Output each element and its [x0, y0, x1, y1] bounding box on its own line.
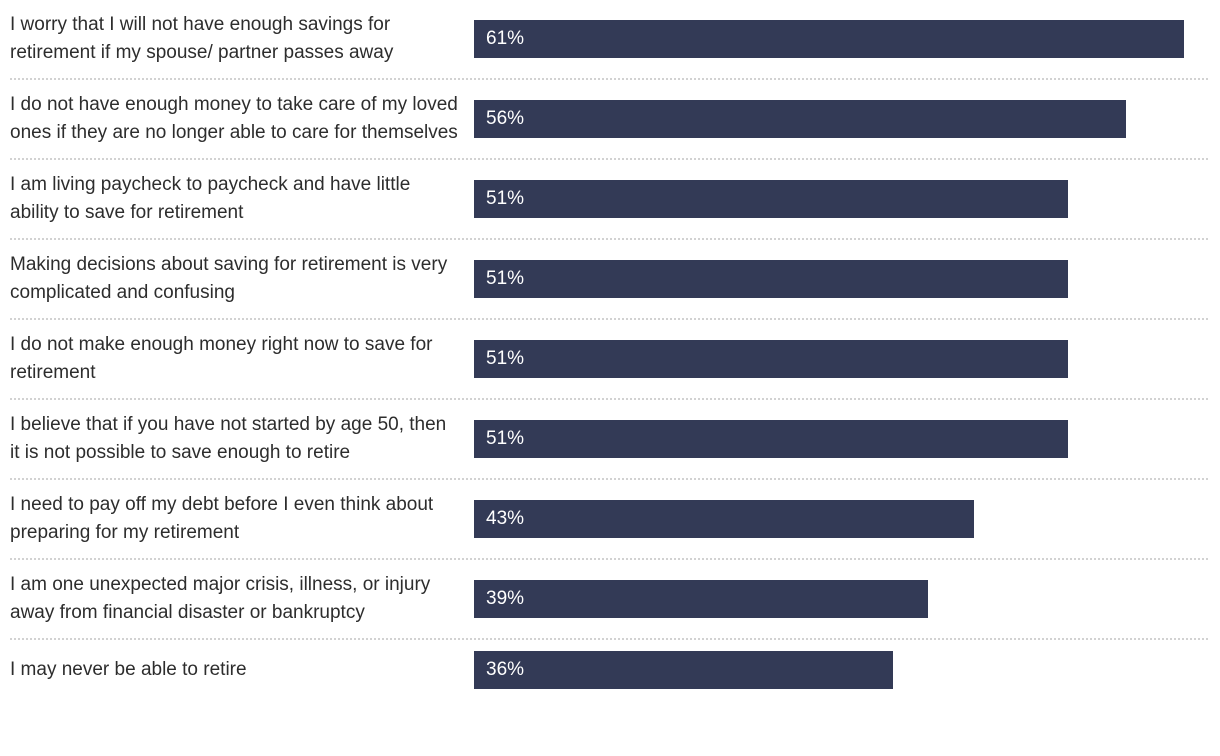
bar: 56% [474, 100, 1126, 138]
category-label: I am living paycheck to paycheck and hav… [10, 174, 411, 223]
bar: 36% [474, 651, 894, 689]
bar: 51% [474, 180, 1068, 218]
bar-value-label: 51% [486, 268, 525, 289]
bar: 39% [474, 580, 928, 618]
category-label: I do not have enough money to take care … [10, 94, 458, 143]
chart-row: I am one unexpected major crisis, illnes… [10, 560, 1208, 640]
bar-area: 56% [474, 100, 1184, 138]
bar-value-label: 43% [486, 508, 525, 529]
bar-area: 51% [474, 180, 1184, 218]
bar-value-label: 61% [486, 28, 525, 49]
chart-row: I do not make enough money right now to … [10, 320, 1208, 400]
bar-area: 51% [474, 260, 1184, 298]
bar-area: 61% [474, 20, 1184, 58]
bar-value-label: 36% [486, 659, 525, 680]
bar-value-label: 56% [486, 108, 525, 129]
chart-row: I am living paycheck to paycheck and hav… [10, 160, 1208, 240]
bar: 43% [474, 500, 975, 538]
bar: 51% [474, 260, 1068, 298]
chart-row: I do not have enough money to take care … [10, 80, 1208, 160]
bar-value-label: 51% [486, 348, 525, 369]
bar-value-label: 51% [486, 188, 525, 209]
bar-value-label: 51% [486, 428, 525, 449]
bar-value-label: 39% [486, 588, 525, 609]
bar: 61% [474, 20, 1184, 58]
category-label: I am one unexpected major crisis, illnes… [10, 574, 431, 623]
chart-row: I worry that I will not have enough savi… [10, 0, 1208, 80]
category-label: I need to pay off my debt before I even … [10, 494, 434, 543]
category-label: I do not make enough money right now to … [10, 334, 433, 383]
chart-row: I believe that if you have not started b… [10, 400, 1208, 480]
category-label: Making decisions about saving for retire… [10, 254, 448, 303]
chart-row: Making decisions about saving for retire… [10, 240, 1208, 320]
category-label: I worry that I will not have enough savi… [10, 14, 394, 63]
category-label: I believe that if you have not started b… [10, 414, 447, 463]
chart-row: I need to pay off my debt before I even … [10, 480, 1208, 560]
bar: 51% [474, 340, 1068, 378]
bar-area: 36% [474, 651, 1184, 689]
category-label: I may never be able to retire [10, 659, 247, 680]
bar-area: 51% [474, 420, 1184, 458]
bar-area: 39% [474, 580, 1184, 618]
chart-row: I may never be able to retire 36% [10, 640, 1208, 700]
bar-area: 43% [474, 500, 1184, 538]
bar: 51% [474, 420, 1068, 458]
bar-area: 51% [474, 340, 1184, 378]
